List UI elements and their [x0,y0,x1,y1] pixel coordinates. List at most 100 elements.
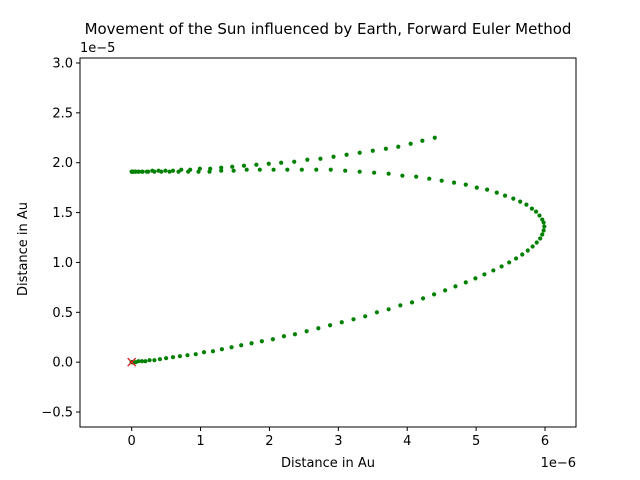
trajectory-point [540,217,545,222]
trajectory-point [318,156,323,161]
trajectory-point [427,176,432,181]
trajectory-point [357,169,362,174]
trajectory-point [538,236,543,241]
y-tick-label: −0.5 [41,406,73,421]
trajectory-point [331,154,336,159]
trajectory-point [239,343,244,348]
trajectory-point [259,339,264,344]
trajectory-point [370,148,375,153]
trajectory-point [357,150,362,155]
trajectory-point [431,292,437,297]
x-tick-label: 3 [334,434,342,449]
trajectory-point [482,272,487,277]
trajectory-point [400,173,405,178]
trajectory-point [463,280,468,285]
trajectory-point [188,167,193,172]
trajectory-point [398,303,403,308]
trajectory-point [177,354,182,359]
trajectory-point [530,244,535,249]
y-offset-text: 1e−5 [80,41,115,56]
trajectory-point [451,180,457,185]
x-offset-text: 1e−6 [541,456,576,471]
trajectory-point [537,213,542,218]
trajectory-point [229,345,234,350]
trajectory-point [534,240,539,245]
trajectory-point [453,284,458,289]
trajectory-point [529,206,535,211]
trajectory-point [383,146,388,151]
trajectory-point [136,169,141,174]
trajectory-point [363,314,368,319]
trajectory-point [473,276,478,281]
trajectory-point [230,164,235,169]
trajectory-point [292,159,297,164]
trajectory-point [170,355,176,360]
x-tick-label: 4 [403,434,411,449]
trajectory-point [463,182,468,187]
trajectory-point [494,190,499,195]
trajectory-point [144,169,149,174]
trajectory-point [292,332,298,337]
trajectory-point [533,209,539,214]
y-tick-label: 0.5 [52,306,73,321]
trajectory-point [208,166,213,171]
start-marker [127,357,137,367]
trajectory-point [156,168,161,173]
trajectory-point [491,268,496,273]
x-tick-label: 2 [265,434,273,449]
trajectory-point [511,196,516,201]
trajectory-point [396,144,401,149]
trajectory-point [541,228,546,233]
trajectory-point [520,252,525,257]
trajectory-point [443,288,448,293]
trajectory-point [502,193,508,198]
trajectory-point [343,168,348,173]
trajectory-point [439,178,444,183]
trajectory-point [157,357,163,362]
trajectory-point [372,170,377,175]
trajectory-point [386,307,391,312]
trajectory-point [314,167,319,172]
trajectory-point [266,161,271,166]
trajectory-point [374,310,380,315]
trajectory-point [254,162,259,167]
trajectory-point [231,168,236,173]
y-tick-label: 1.0 [52,256,73,271]
trajectory-point [513,256,519,261]
trajectory-point [139,169,145,174]
trajectory-point [179,167,184,172]
trajectory-point [241,163,247,168]
y-tick-label: 0.0 [52,356,73,371]
trajectory-point [339,320,344,325]
y-tick-label: 2.5 [52,106,73,121]
trajectory-point [219,168,224,173]
trajectory-point [327,323,333,328]
x-tick-label: 5 [472,434,480,449]
trajectory-point [525,248,530,253]
trajectory-point [540,232,545,237]
y-axis-label: Distance in Au [16,202,31,296]
trajectory-point [139,359,145,364]
plot-frame [79,57,577,428]
trajectory-point [185,353,190,358]
trajectory-point [328,167,333,172]
trajectory-point [257,167,262,172]
trajectory-point [164,356,169,361]
y-tick-label: 3.0 [52,56,73,71]
trajectory-point [270,337,275,342]
trajectory-point [542,224,547,229]
trajectory-point [485,187,490,192]
trajectory-point [344,152,349,157]
trajectory-point [163,168,168,173]
trajectory-point [499,264,504,269]
trajectory-point [170,168,176,173]
y-tick-label: 1.5 [52,206,73,221]
x-tick-label: 6 [541,434,549,449]
trajectory-point [414,174,419,179]
trajectory-point [518,199,523,204]
trajectory-point [386,171,391,176]
trajectory-point [152,358,157,363]
trajectory-point [249,341,254,346]
trajectory-point [507,260,512,265]
